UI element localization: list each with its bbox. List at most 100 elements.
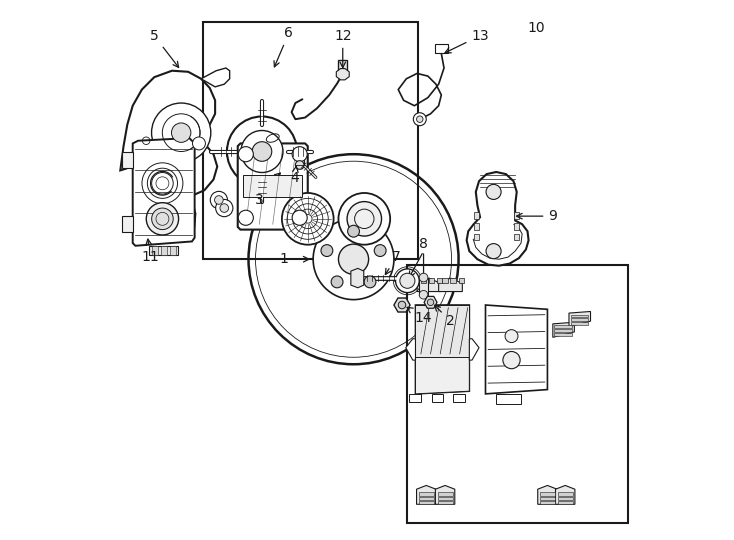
Circle shape	[152, 208, 173, 230]
Polygon shape	[485, 305, 548, 394]
Bar	[570, 315, 588, 318]
Text: 1: 1	[279, 252, 309, 266]
Polygon shape	[424, 296, 437, 308]
Circle shape	[239, 210, 253, 225]
Bar	[203, 22, 418, 259]
Polygon shape	[238, 144, 308, 230]
Bar	[558, 492, 573, 496]
Circle shape	[331, 276, 343, 288]
Circle shape	[239, 147, 253, 162]
Text: 2: 2	[435, 305, 455, 328]
Circle shape	[146, 202, 178, 235]
Circle shape	[505, 329, 518, 342]
Bar	[443, 278, 448, 284]
Bar	[554, 333, 572, 336]
Circle shape	[249, 154, 459, 364]
Bar	[558, 501, 573, 504]
Bar	[435, 44, 448, 53]
Text: 4: 4	[290, 166, 299, 185]
Bar	[161, 246, 167, 255]
Circle shape	[292, 210, 308, 225]
Polygon shape	[120, 71, 217, 197]
Text: 11: 11	[142, 239, 159, 264]
Text: 12: 12	[334, 29, 352, 68]
Text: 8: 8	[419, 237, 428, 251]
Bar	[418, 501, 434, 504]
Bar	[243, 176, 302, 197]
Circle shape	[399, 301, 406, 309]
Bar	[473, 234, 479, 240]
Bar	[540, 501, 555, 504]
Circle shape	[419, 291, 428, 299]
Text: 7: 7	[385, 249, 401, 274]
Polygon shape	[122, 216, 133, 232]
Polygon shape	[409, 394, 421, 402]
Circle shape	[486, 244, 501, 259]
Bar	[437, 492, 453, 496]
Bar	[419, 278, 428, 295]
Polygon shape	[435, 485, 455, 504]
Bar	[338, 60, 347, 73]
Polygon shape	[336, 69, 349, 80]
Polygon shape	[122, 152, 133, 167]
Polygon shape	[467, 172, 528, 266]
Polygon shape	[158, 195, 196, 235]
Circle shape	[295, 161, 304, 169]
Circle shape	[313, 219, 394, 300]
Polygon shape	[453, 394, 465, 402]
Circle shape	[192, 137, 206, 150]
Text: 9: 9	[517, 209, 557, 223]
Bar	[151, 246, 158, 255]
Polygon shape	[496, 394, 520, 403]
Text: 14: 14	[407, 307, 432, 326]
Circle shape	[338, 193, 390, 245]
Circle shape	[172, 123, 191, 143]
Bar	[514, 223, 519, 230]
Bar	[554, 329, 572, 332]
Circle shape	[374, 245, 386, 256]
Circle shape	[227, 117, 297, 186]
Bar	[570, 322, 588, 325]
Polygon shape	[553, 322, 575, 338]
Circle shape	[241, 131, 283, 172]
Bar	[558, 497, 573, 500]
Circle shape	[417, 116, 423, 123]
Circle shape	[419, 273, 428, 282]
Circle shape	[292, 147, 308, 162]
Polygon shape	[394, 298, 410, 312]
Bar	[418, 497, 434, 500]
Circle shape	[400, 273, 415, 288]
Text: 3: 3	[255, 193, 264, 207]
Text: 13: 13	[445, 29, 489, 53]
Circle shape	[338, 244, 368, 274]
Bar	[540, 497, 555, 500]
Circle shape	[413, 113, 426, 126]
Polygon shape	[417, 485, 436, 504]
Polygon shape	[469, 339, 479, 360]
Bar	[473, 212, 479, 219]
Polygon shape	[556, 485, 575, 504]
Circle shape	[210, 191, 228, 208]
Circle shape	[364, 276, 376, 288]
Bar	[514, 234, 519, 240]
Circle shape	[347, 201, 382, 236]
Polygon shape	[149, 246, 178, 255]
Bar	[459, 278, 464, 284]
Circle shape	[348, 225, 360, 237]
Bar	[421, 278, 426, 284]
Polygon shape	[417, 278, 441, 292]
Text: 10: 10	[528, 21, 545, 35]
Bar	[170, 246, 176, 255]
Polygon shape	[538, 485, 557, 504]
Polygon shape	[351, 268, 364, 288]
Polygon shape	[406, 339, 415, 360]
Circle shape	[503, 352, 520, 369]
Circle shape	[151, 103, 211, 163]
Polygon shape	[415, 305, 469, 356]
Bar	[437, 278, 443, 284]
Polygon shape	[415, 356, 469, 394]
Bar	[451, 278, 456, 284]
Bar	[437, 501, 453, 504]
Circle shape	[427, 299, 434, 306]
Bar	[437, 497, 453, 500]
